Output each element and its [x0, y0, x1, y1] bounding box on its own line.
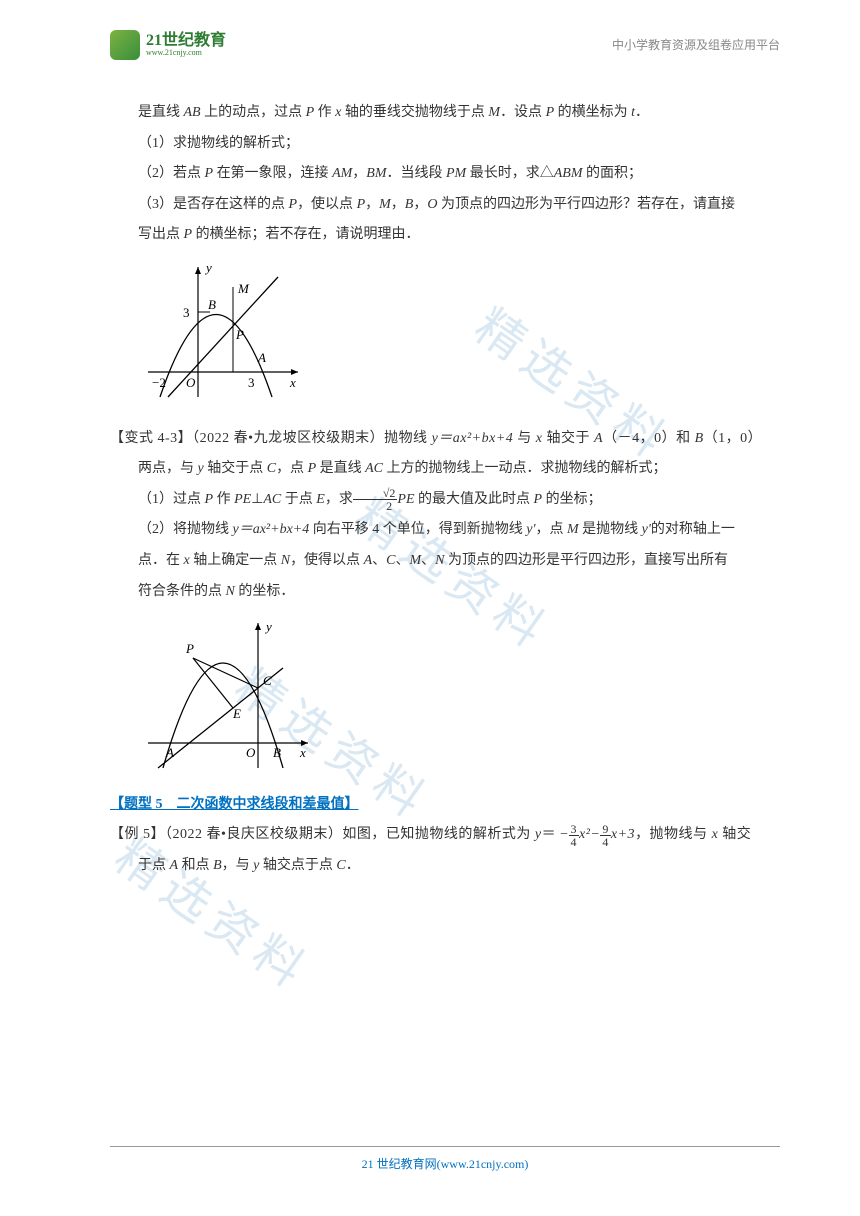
header-right-text: 中小学教育资源及组卷应用平台 [612, 34, 780, 57]
problem-q1: （1）求抛物线的解析式； [110, 131, 780, 158]
svg-text:y: y [204, 260, 212, 275]
svg-text:P: P [235, 327, 244, 342]
svg-text:x: x [299, 745, 306, 760]
logo-icon [110, 30, 140, 60]
svg-text:A: A [257, 350, 266, 365]
svg-text:E: E [232, 706, 241, 721]
svg-text:P: P [185, 641, 194, 656]
svg-text:O: O [186, 375, 196, 390]
svg-text:O: O [246, 745, 256, 760]
svg-text:3: 3 [183, 305, 190, 320]
problem-4-3-q2: （2）将抛物线 y＝ax²+bx+4 向右平移 4 个单位，得到新抛物线 y'，… [110, 517, 780, 544]
example-5-line1: 【例 5】（2022 春•良庆区校级期末）如图，已知抛物线的解析式为 y＝ −3… [110, 822, 780, 849]
svg-text:3: 3 [248, 375, 255, 390]
example-5-line2: 于点 A 和点 B，与 y 轴交点于点 C． [110, 853, 780, 880]
svg-text:B: B [273, 745, 281, 760]
problem-4-3-line2: 两点，与 y 轴交于点 C，点 P 是直线 AC 上方的抛物线上一动点．求抛物线… [110, 456, 780, 483]
problem-4-3-q2c: 符合条件的点 N 的坐标． [110, 579, 780, 606]
figure-2: y P C E A O B x [138, 613, 780, 784]
svg-text:−2: −2 [152, 375, 166, 390]
problem-q2: （2）若点 P 在第一象限，连接 AM，BM．当线段 PM 最长时，求△ABM … [110, 161, 780, 188]
problem-4-3-line1: 【变式 4-3】（2022 春•九龙坡区校级期末）抛物线 y＝ax²+bx+4 … [110, 426, 780, 453]
svg-text:A: A [165, 745, 174, 760]
page-header: 21世纪教育 www.21cnjy.com 中小学教育资源及组卷应用平台 [110, 30, 780, 60]
problem-4-3-q2b: 点．在 x 轴上确定一点 N，使得以点 A、C、M、N 为顶点的四边形是平行四边… [110, 548, 780, 575]
svg-text:x: x [289, 375, 296, 390]
page-footer: 21 世纪教育网(www.21cnjy.com) [110, 1146, 780, 1176]
svg-text:y: y [264, 619, 272, 634]
problem-4-3-q1: （1）过点 P 作 PE⊥AC 于点 E，求√22PE 的最大值及此时点 P 的… [110, 487, 780, 514]
problem-q3-cont: 写出点 P 的横坐标；若不存在，请说明理由． [110, 222, 780, 249]
svg-text:M: M [237, 281, 250, 296]
type-5-title: 【题型 5 二次函数中求线段和差最值】 [110, 792, 780, 819]
svg-text:B: B [208, 297, 216, 312]
main-content: 是直线 AB 上的动点，过点 P 作 x 轴的垂线交抛物线于点 M．设点 P 的… [110, 100, 780, 880]
problem-q3: （3）是否存在这样的点 P，使以点 P，M，B，O 为顶点的四边形为平行四边形？… [110, 192, 780, 219]
problem-line-1: 是直线 AB 上的动点，过点 P 作 x 轴的垂线交抛物线于点 M．设点 P 的… [110, 100, 780, 127]
logo-sub-text: www.21cnjy.com [146, 49, 226, 57]
logo-main-text: 21世纪教育 [146, 33, 226, 49]
logo: 21世纪教育 www.21cnjy.com [110, 30, 226, 60]
svg-text:C: C [263, 673, 272, 688]
figure-1: 3 B M P A −2 O 3 x y [138, 257, 780, 418]
